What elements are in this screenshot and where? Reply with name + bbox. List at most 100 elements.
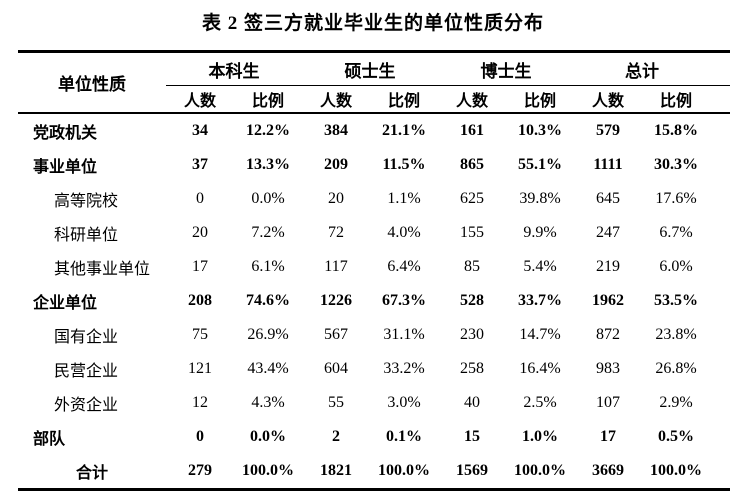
value-cell: 13.3% — [246, 156, 290, 173]
value-cell: 983 — [596, 360, 620, 377]
row-label: 企业单位 — [33, 295, 98, 312]
table-row: 高等院校 0 0.0% 20 1.1% 625 39.8% 645 17.6% — [18, 182, 730, 216]
value-cell: 72 — [328, 224, 344, 241]
value-cell: 33.2% — [383, 360, 425, 377]
value-cell: 6.0% — [659, 258, 693, 275]
value-cell: 10.3% — [518, 122, 562, 139]
value-cell: 100.0% — [242, 462, 294, 479]
spacer-cell — [710, 352, 730, 386]
col-header-count: 人数 — [166, 85, 234, 114]
spacer-cell — [710, 454, 730, 490]
value-cell: 14.7% — [519, 326, 561, 343]
spacer-cell — [710, 85, 730, 114]
value-cell: 100.0% — [378, 462, 430, 479]
value-cell: 6.4% — [387, 258, 421, 275]
table-row: 其他事业单位 17 6.1% 117 6.4% 85 5.4% 219 6.0% — [18, 250, 730, 284]
value-cell: 85 — [464, 258, 480, 275]
col-header-count: 人数 — [302, 85, 370, 114]
row-label: 合计 — [75, 465, 108, 482]
value-cell: 43.4% — [247, 360, 289, 377]
value-cell: 208 — [188, 292, 212, 309]
value-cell: 74.6% — [246, 292, 290, 309]
value-cell: 2.9% — [659, 394, 693, 411]
value-cell: 55.1% — [518, 156, 562, 173]
value-cell: 1962 — [592, 292, 624, 309]
value-cell: 75 — [192, 326, 208, 343]
col-header-ratio: 比例 — [506, 85, 574, 114]
value-cell: 17 — [192, 258, 208, 275]
value-cell: 567 — [324, 326, 348, 343]
value-cell: 121 — [188, 360, 212, 377]
value-cell: 12.2% — [246, 122, 290, 139]
value-cell: 34 — [192, 122, 208, 139]
value-cell: 0 — [196, 190, 204, 207]
value-cell: 4.3% — [251, 394, 285, 411]
table-title: 表 2 签三方就业毕业生的单位性质分布 — [201, 13, 544, 34]
value-cell: 2 — [332, 428, 340, 445]
table-row-total: 合计 279 100.0% 1821 100.0% 1569 100.0% 36… — [18, 454, 730, 490]
value-cell: 53.5% — [654, 292, 698, 309]
table-row: 事业单位 37 13.3% 209 11.5% 865 55.1% 1111 3… — [18, 148, 730, 182]
value-cell: 21.1% — [382, 122, 426, 139]
value-cell: 67.3% — [382, 292, 426, 309]
value-cell: 161 — [460, 122, 484, 139]
value-cell: 219 — [596, 258, 620, 275]
group-header-undergraduate: 本科生 — [166, 51, 302, 86]
value-cell: 20 — [192, 224, 208, 241]
value-cell: 7.2% — [251, 224, 285, 241]
row-label: 国有企业 — [54, 329, 119, 346]
table-row: 民营企业 121 43.4% 604 33.2% 258 16.4% 983 2… — [18, 352, 730, 386]
row-label: 科研单位 — [54, 227, 119, 244]
spacer-cell — [710, 51, 730, 86]
value-cell: 17.6% — [655, 190, 697, 207]
value-cell: 117 — [324, 258, 348, 275]
value-cell: 15 — [464, 428, 480, 445]
value-cell: 11.5% — [382, 156, 426, 173]
col-header-ratio: 比例 — [234, 85, 302, 114]
value-cell: 155 — [460, 224, 484, 241]
value-cell: 30.3% — [654, 156, 698, 173]
value-cell: 1.0% — [522, 428, 558, 445]
spacer-cell — [710, 113, 730, 148]
row-label: 部队 — [33, 431, 66, 448]
spacer-cell — [710, 148, 730, 182]
row-label: 党政机关 — [33, 125, 98, 142]
value-cell: 209 — [324, 156, 348, 173]
value-cell: 23.8% — [655, 326, 697, 343]
group-header-doctoral: 博士生 — [438, 51, 574, 86]
value-cell: 0 — [196, 428, 204, 445]
table-row: 部队 0 0.0% 2 0.1% 15 1.0% 17 0.5% — [18, 420, 730, 454]
col-header-ratio: 比例 — [370, 85, 438, 114]
spacer-cell — [710, 216, 730, 250]
table-row: 外资企业 12 4.3% 55 3.0% 40 2.5% 107 2.9% — [18, 386, 730, 420]
value-cell: 865 — [460, 156, 484, 173]
value-cell: 100.0% — [514, 462, 566, 479]
spacer-cell — [710, 284, 730, 318]
value-cell: 6.1% — [251, 258, 285, 275]
value-cell: 6.7% — [659, 224, 693, 241]
value-cell: 0.0% — [251, 190, 285, 207]
spacer-cell — [710, 318, 730, 352]
table-row: 党政机关 34 12.2% 384 21.1% 161 10.3% 579 15… — [18, 113, 730, 148]
value-cell: 3669 — [592, 462, 624, 479]
row-label: 民营企业 — [54, 363, 119, 380]
value-cell: 625 — [460, 190, 484, 207]
col-header-ratio: 比例 — [642, 85, 710, 114]
group-header-master: 硕士生 — [302, 51, 438, 86]
col-header-count: 人数 — [574, 85, 642, 114]
spacer-cell — [710, 386, 730, 420]
spacer-cell — [710, 250, 730, 284]
row-label: 其他事业单位 — [54, 261, 151, 278]
value-cell: 604 — [324, 360, 348, 377]
value-cell: 107 — [596, 394, 620, 411]
value-cell: 279 — [188, 462, 212, 479]
row-label: 高等院校 — [54, 193, 119, 210]
value-cell: 0.1% — [386, 428, 422, 445]
value-cell: 33.7% — [518, 292, 562, 309]
row-label: 事业单位 — [33, 159, 98, 176]
value-cell: 1111 — [593, 156, 623, 173]
value-cell: 1.1% — [387, 190, 421, 207]
value-cell: 5.4% — [523, 258, 557, 275]
value-cell: 247 — [596, 224, 620, 241]
value-cell: 26.8% — [655, 360, 697, 377]
